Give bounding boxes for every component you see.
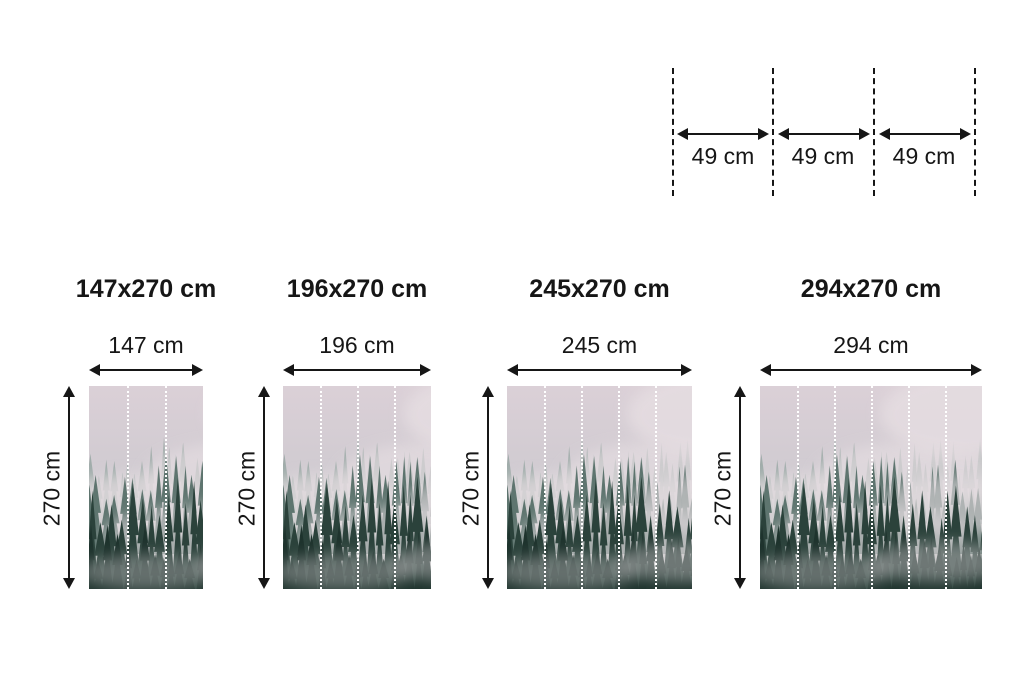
height-dimension-label: 270 cm — [38, 450, 65, 527]
height-dimension-label: 270 cm — [457, 450, 484, 527]
width-dimension-label: 294 cm — [833, 332, 909, 358]
arrow-shaft — [514, 369, 685, 371]
arrow-shaft — [739, 393, 741, 582]
height-arrow — [63, 386, 75, 589]
panel-width-label: 49 cm — [691, 143, 755, 169]
arrow-shaft — [487, 393, 489, 582]
width-dimension-label: 245 cm — [561, 332, 638, 358]
arrow-shaft — [785, 133, 863, 135]
panel-width-arrow — [879, 128, 971, 140]
width-arrow — [89, 364, 203, 376]
panel-divider-line — [126, 386, 129, 589]
height-dimension-label: 270 cm — [233, 450, 260, 527]
mural-image — [283, 386, 431, 589]
guide-dashed-line — [672, 68, 674, 196]
guide-dashed-line — [873, 68, 875, 196]
width-arrow — [507, 364, 692, 376]
forest-photo — [507, 386, 692, 589]
width-arrow — [283, 364, 431, 376]
panel-divider-line — [618, 386, 620, 589]
width-dimension-label: 196 cm — [319, 332, 395, 358]
panel-width-label: 49 cm — [791, 143, 855, 169]
height-arrow — [482, 386, 494, 589]
mural-image — [89, 386, 203, 589]
arrow-shaft — [290, 369, 424, 371]
panel-divider-line — [164, 386, 167, 589]
arrow-shaft — [68, 393, 70, 582]
panel-width-label: 49 cm — [892, 143, 956, 169]
variant-title: 196x270 cm — [286, 275, 428, 303]
height-arrow — [258, 386, 270, 589]
variant-title: 147x270 cm — [75, 275, 217, 303]
panel-divider-line — [907, 386, 910, 589]
variant-title: 245x270 cm — [529, 275, 670, 303]
guide-dashed-line — [974, 68, 976, 196]
panel-divider-line — [320, 386, 322, 589]
panel-divider-line — [796, 386, 799, 589]
guide-dashed-line — [772, 68, 774, 196]
forest-photo — [89, 386, 203, 589]
width-dimension-label: 147 cm — [108, 332, 184, 358]
panel-divider-line — [945, 386, 947, 589]
mural-image — [760, 386, 982, 589]
height-arrow — [734, 386, 746, 589]
panel-divider-line — [581, 386, 583, 589]
panel-divider-line — [357, 386, 359, 589]
panel-width-arrow — [677, 128, 769, 140]
panel-divider-line — [544, 386, 546, 589]
arrow-shaft — [96, 369, 196, 371]
panel-divider-line — [871, 386, 873, 589]
arrow-shaft — [263, 393, 265, 582]
width-arrow — [760, 364, 982, 376]
arrow-shaft — [886, 133, 964, 135]
panel-width-arrow — [778, 128, 870, 140]
variant-title: 294x270 cm — [800, 275, 942, 303]
arrow-shaft — [684, 133, 762, 135]
mural-image — [507, 386, 692, 589]
arrow-shaft — [767, 369, 975, 371]
panel-divider-line — [655, 386, 657, 589]
height-dimension-label: 270 cm — [709, 450, 736, 527]
panel-divider-line — [833, 386, 836, 589]
panel-divider-line — [394, 386, 396, 589]
